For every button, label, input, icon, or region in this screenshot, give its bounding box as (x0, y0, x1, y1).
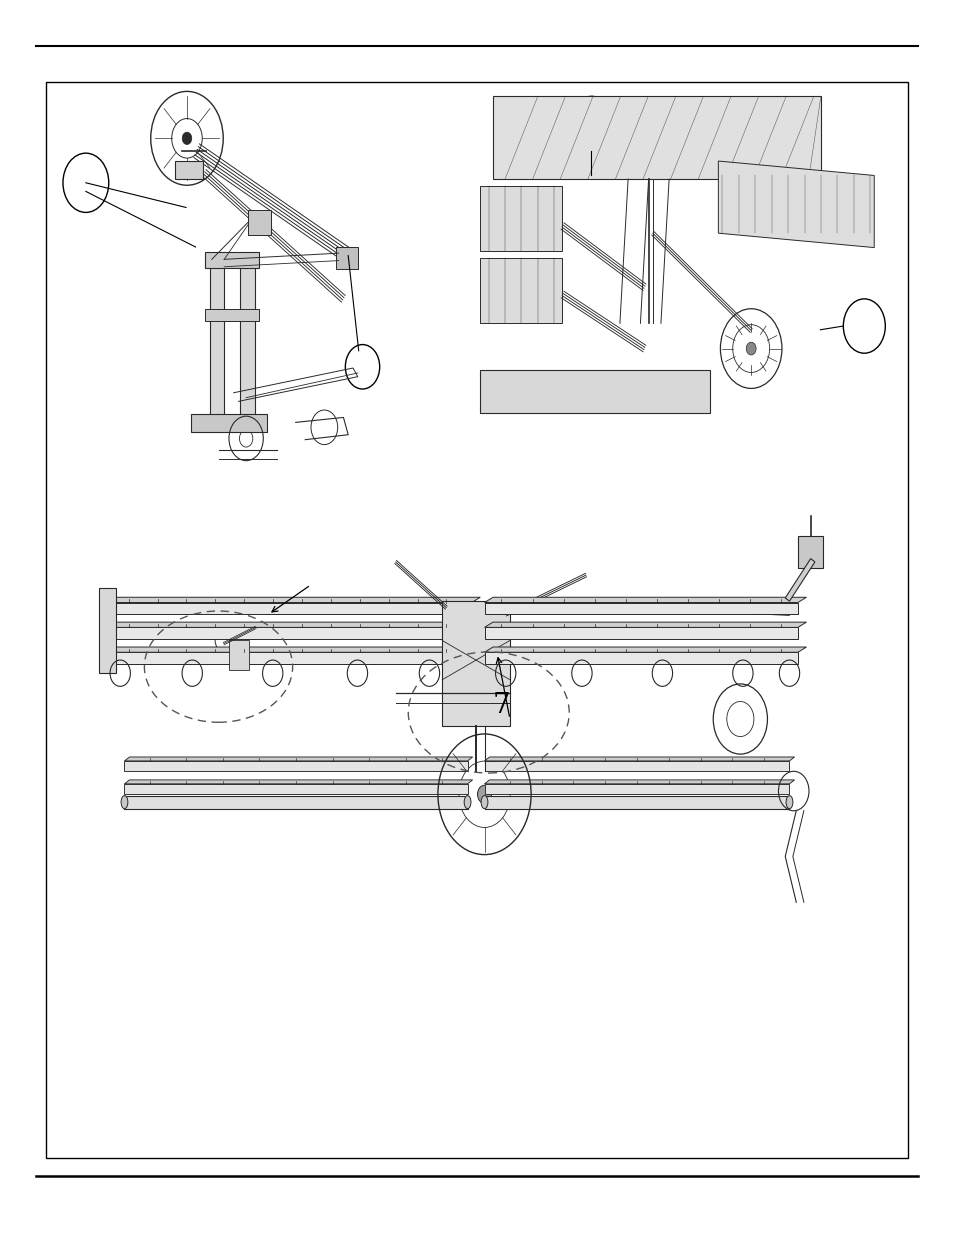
Circle shape (745, 342, 756, 354)
Polygon shape (484, 652, 797, 664)
Bar (205, 252, 259, 268)
Bar (191, 414, 267, 432)
Ellipse shape (121, 795, 128, 809)
Polygon shape (103, 647, 112, 664)
Bar (174, 161, 203, 179)
Bar (46, 82, 907, 1158)
Bar (480, 186, 562, 251)
Polygon shape (124, 779, 472, 784)
Text: 7: 7 (492, 693, 510, 720)
Polygon shape (484, 598, 805, 603)
Bar (205, 309, 259, 321)
Polygon shape (124, 795, 467, 809)
Ellipse shape (480, 795, 487, 809)
Polygon shape (784, 558, 814, 601)
Polygon shape (484, 757, 794, 761)
Polygon shape (124, 784, 467, 794)
Polygon shape (484, 784, 789, 794)
Bar (480, 370, 709, 414)
Polygon shape (484, 627, 797, 640)
Polygon shape (718, 161, 873, 247)
Bar (210, 259, 224, 420)
Polygon shape (103, 598, 479, 603)
Circle shape (477, 785, 491, 803)
Polygon shape (99, 588, 116, 673)
Polygon shape (484, 647, 805, 652)
Ellipse shape (785, 795, 792, 809)
Ellipse shape (464, 795, 471, 809)
Bar (492, 96, 820, 179)
Polygon shape (484, 603, 797, 614)
Bar (441, 601, 510, 726)
Polygon shape (103, 627, 472, 640)
Polygon shape (103, 622, 112, 640)
Polygon shape (124, 757, 472, 761)
Bar (229, 641, 249, 669)
Polygon shape (484, 761, 789, 772)
Polygon shape (103, 652, 472, 664)
Polygon shape (103, 647, 479, 652)
Bar (480, 258, 562, 324)
Polygon shape (124, 761, 467, 772)
Polygon shape (103, 622, 479, 627)
Bar (240, 259, 254, 420)
Bar (335, 247, 357, 269)
Bar (797, 536, 822, 568)
Circle shape (182, 132, 192, 144)
Bar (248, 210, 271, 235)
Polygon shape (484, 779, 794, 784)
Polygon shape (484, 622, 805, 627)
Polygon shape (484, 795, 789, 809)
Polygon shape (103, 603, 472, 614)
Polygon shape (103, 598, 112, 614)
